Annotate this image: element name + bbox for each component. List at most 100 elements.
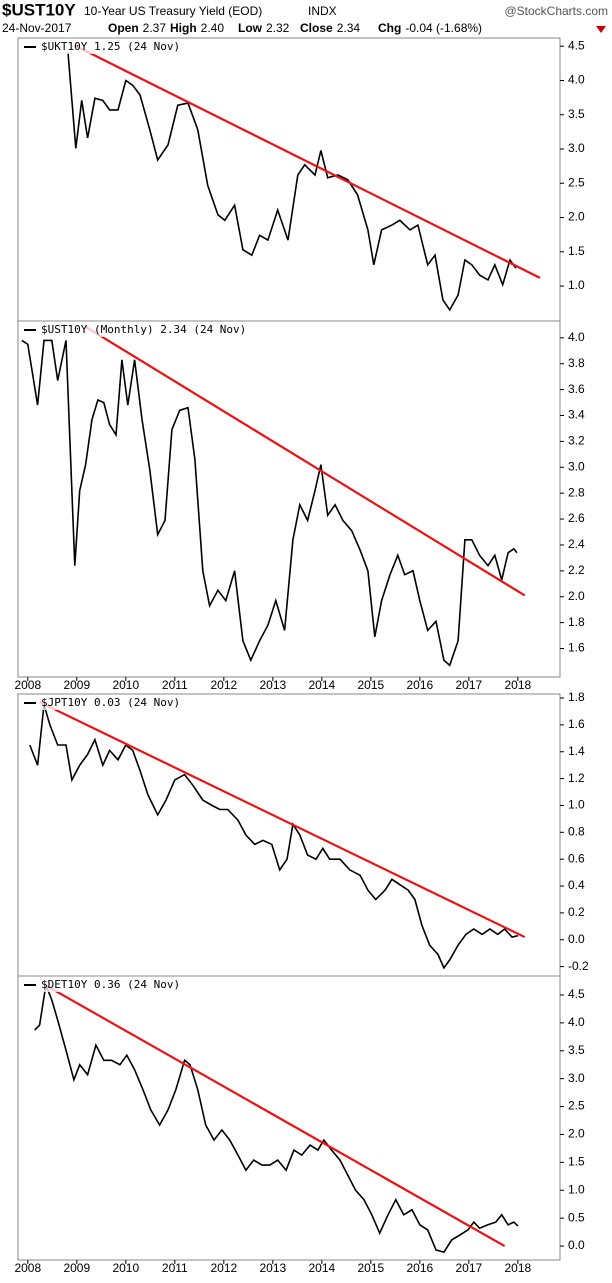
legend-bg (20, 696, 186, 710)
x-tick-label: 2012 (210, 1261, 237, 1275)
price-line (29, 704, 519, 970)
y-tick-label: 2.5 (568, 1099, 585, 1113)
x-tick-label: 2013 (259, 1261, 286, 1275)
y-tick-label: 3.5 (568, 1043, 585, 1057)
x-tick-label: 2008 (14, 1261, 41, 1275)
y-tick-label: 3.0 (568, 141, 585, 155)
legend-label: $UKT10Y 1.25 (24 Nov) (41, 40, 180, 53)
stat-label: High (170, 21, 197, 35)
security-name: 10-Year US Treasury Yield (EOD) (84, 4, 262, 18)
stat-value: 2.32 (266, 21, 290, 35)
x-tick-label: 2018 (505, 1261, 532, 1275)
stats: Open 2.37 High 2.40 Low 2.32 Close 2.34 Chg -0.04… (108, 21, 482, 35)
y-tick-label: 0.5 (568, 1210, 585, 1224)
y-tick-label: 1.4 (568, 744, 585, 758)
source: @StockCharts.com (504, 4, 608, 18)
x-tick-label: 2014 (308, 1261, 335, 1275)
stat-value: 2.34 (337, 21, 361, 35)
y-tick-label: 1.8 (568, 690, 585, 704)
trend-line (84, 325, 526, 597)
y-tick-label: 3.6 (568, 382, 585, 396)
y-tick-label: 0.2 (568, 905, 585, 919)
date: 24-Nov-2017 (2, 21, 72, 35)
panel-frame (17, 320, 561, 678)
y-tick-label: 1.6 (568, 717, 585, 731)
legend-bg (20, 978, 186, 992)
y-tick-label: 1.0 (568, 278, 585, 292)
x-tick-label: 2015 (357, 1261, 384, 1275)
y-tick-label: 0.8 (568, 824, 585, 838)
y-tick-label: 1.5 (568, 244, 585, 258)
x-tick-label: 2018 (505, 678, 532, 692)
y-tick-label: 2.4 (568, 537, 585, 551)
trend-line (74, 44, 541, 279)
price-line (34, 981, 519, 1254)
x-tick-label: 2014 (308, 678, 335, 692)
x-tick-label: 2016 (406, 678, 433, 692)
panels: 4.5 4.0 3.5 3.0 2.5 2.0 1.5 1.0 $UKT10Y 1.25 (24… (14, 37, 589, 1275)
y-tick-label: 3.5 (568, 107, 585, 121)
x-tick-label: 2012 (210, 678, 237, 692)
exchange: INDX (308, 4, 337, 18)
y-tick-label: 0.6 (568, 851, 585, 865)
x-tick-label: 2010 (112, 1261, 139, 1275)
trend-line (39, 701, 526, 939)
price-line (21, 339, 518, 667)
y-tick-label: 3.8 (568, 356, 585, 370)
y-tick-label: 2.0 (568, 1127, 585, 1141)
y-tick-label: 4.0 (568, 73, 585, 87)
panel-frame (17, 37, 561, 322)
y-tick-label: 2.2 (568, 563, 585, 577)
x-tick-label: 2017 (455, 1261, 482, 1275)
y-tick-label: 4.5 (568, 38, 585, 52)
x-tick-label: 2009 (63, 1261, 90, 1275)
stat-label: Low (238, 21, 263, 35)
x-tick-label: 2011 (162, 678, 188, 692)
x-tick-label: 2017 (455, 678, 482, 692)
y-tick-label: 3.2 (568, 434, 585, 448)
x-tick-label: 2016 (406, 1261, 433, 1275)
y-tick-label: 4.0 (568, 330, 585, 344)
down-arrow (596, 26, 606, 33)
panel-frame (17, 975, 561, 1261)
y-tick-label: 1.0 (568, 798, 585, 812)
panel-frame (17, 693, 561, 977)
y-tick-label: 1.2 (568, 771, 585, 785)
x-tick-label: 2008 (14, 678, 41, 692)
stat-label: Open (108, 21, 139, 35)
y-tick-label: 1.5 (568, 1155, 585, 1169)
y-tick-label: -0.2 (568, 959, 589, 973)
y-tick-label: 3.0 (568, 459, 585, 473)
y-tick-label: 1.8 (568, 615, 585, 629)
symbol: $UST10Y (2, 0, 76, 19)
x-tick-label: 2013 (259, 678, 286, 692)
x-tick-label: 2011 (162, 1261, 188, 1275)
y-tick-label: 3.4 (568, 408, 585, 422)
legend-label: $DET10Y 0.36 (24 Nov) (41, 978, 180, 991)
y-tick-label: 4.0 (568, 1015, 585, 1029)
y-tick-label: 1.0 (568, 1182, 585, 1196)
stat-label: Close (300, 21, 333, 35)
stat-value: -0.04 (-1.68%) (405, 21, 482, 35)
price-line (67, 52, 517, 312)
y-tick-label: 2.0 (568, 210, 585, 224)
stat-value: 2.37 (143, 21, 167, 35)
legend-bg (20, 40, 186, 54)
y-tick-label: 2.6 (568, 511, 585, 525)
y-tick-label: 0.4 (568, 878, 585, 892)
x-tick-label: 2015 (357, 678, 384, 692)
y-tick-label: 3.0 (568, 1071, 585, 1085)
x-tick-label: 2010 (112, 678, 139, 692)
y-tick-label: 2.0 (568, 589, 585, 603)
legend-label: $UST10Y (Monthly) 2.34 (24 Nov) (41, 323, 246, 336)
trend-line (44, 983, 506, 1248)
stat-value: 2.40 (201, 21, 225, 35)
x-tick-label: 2009 (63, 678, 90, 692)
y-tick-label: 2.5 (568, 175, 585, 189)
legend-label: $JPT10Y 0.03 (24 Nov) (41, 696, 180, 709)
legend-bg (20, 323, 252, 337)
stat-label: Chg (378, 21, 401, 35)
y-tick-label: 0.0 (568, 1238, 585, 1252)
y-tick-label: 2.8 (568, 485, 585, 499)
